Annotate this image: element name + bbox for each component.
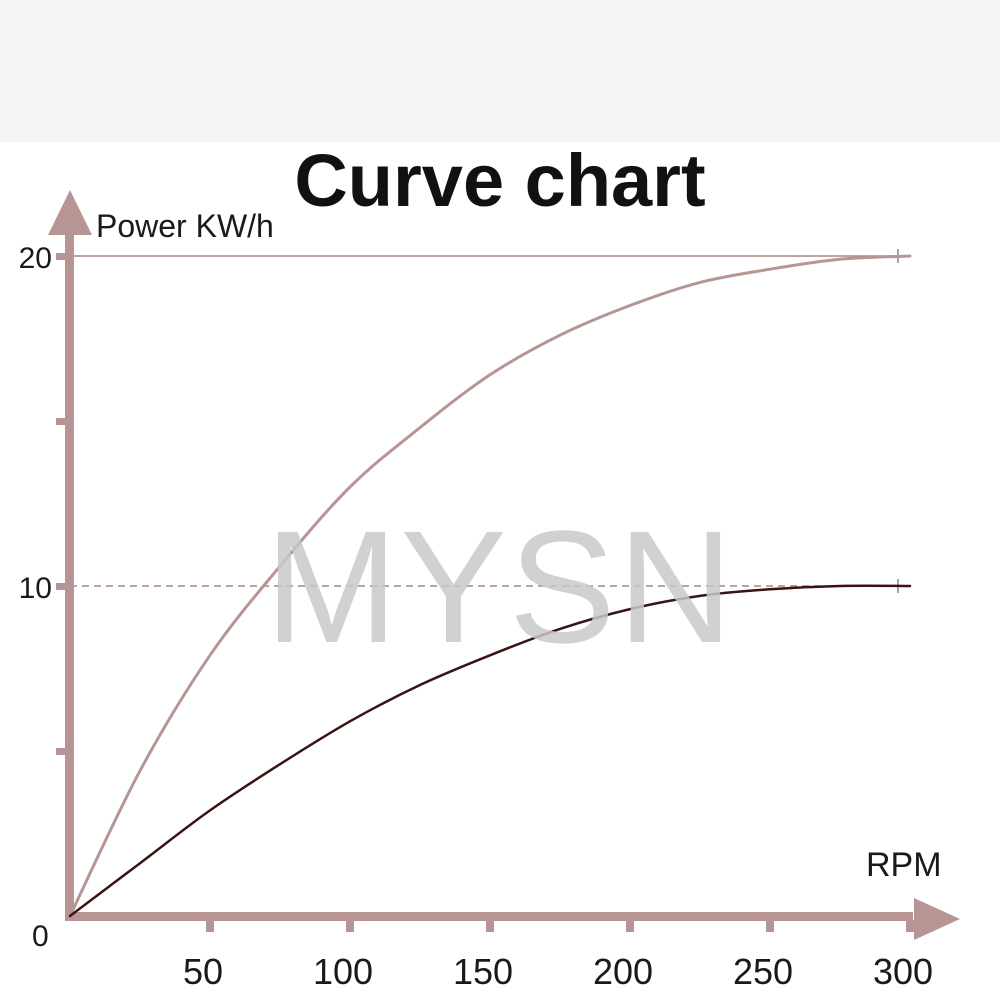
x-tick (486, 920, 494, 932)
series-line (68, 254, 912, 918)
y-tick (56, 583, 70, 590)
y-axis-arrow (48, 190, 92, 235)
x-tick-label: 100 (313, 951, 373, 992)
x-tick-label: 150 (453, 951, 513, 992)
y-tick-label: 20 (19, 242, 52, 275)
x-tick (346, 920, 354, 932)
y-axis (65, 228, 74, 920)
chart-area (0, 142, 1000, 1000)
y-tick-label: 10 (19, 572, 52, 605)
x-tick-label: 200 (593, 951, 653, 992)
x-tick-label: 300 (873, 951, 933, 992)
x-tick-label: 50 (183, 951, 223, 992)
x-axis-label: RPM (866, 846, 942, 884)
y-minor-tick (56, 748, 70, 755)
y-axis-label: Power KW/h (96, 208, 274, 244)
y-tick-label: 0 (32, 920, 49, 953)
chart-title: Curve chart (294, 139, 706, 222)
x-tick (626, 920, 634, 932)
x-tick-label: 250 (733, 951, 793, 992)
y-minor-tick (56, 418, 70, 425)
x-tick (206, 920, 214, 932)
series-line (68, 584, 912, 918)
watermark: MYSN (264, 497, 736, 676)
y-tick (56, 253, 70, 260)
top-band (0, 0, 1000, 142)
x-axis (65, 912, 913, 921)
x-tick (766, 920, 774, 932)
x-axis-arrow (914, 898, 960, 940)
x-tick (906, 920, 914, 932)
